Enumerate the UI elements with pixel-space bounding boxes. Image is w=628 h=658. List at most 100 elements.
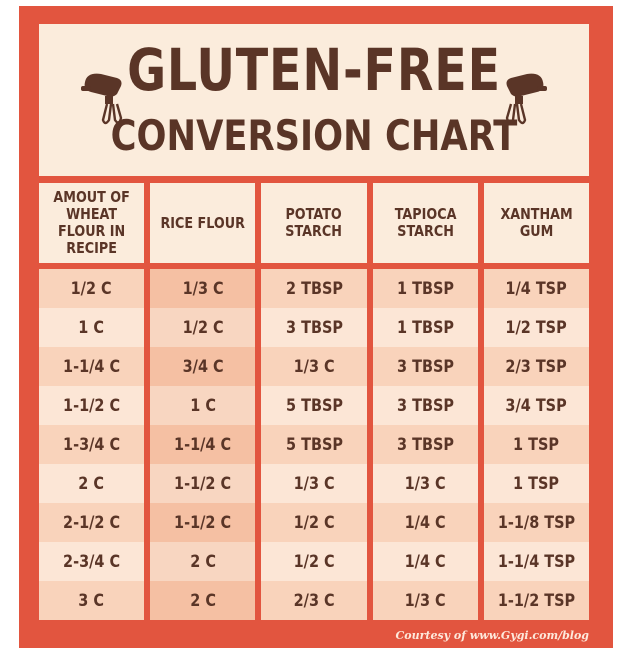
title-panel: GLUTEN-FREE CONVERSION CHART — [39, 24, 589, 176]
table-cell: 3/4 C — [150, 347, 256, 386]
cell-value: 1/3 C — [293, 473, 335, 494]
table-cell: 1/4 C — [372, 542, 478, 581]
table-cell: 1/3 C — [261, 347, 367, 386]
table-cell: 3 TBSP — [372, 347, 478, 386]
cell-value: 1 TBSP — [396, 317, 454, 338]
cell-value: 1-1/8 TSP — [497, 512, 576, 533]
cell-value: 3/4 TSP — [505, 395, 568, 416]
table-cell: 1/2 C — [261, 542, 367, 581]
table-cell: 1/2 TSP — [483, 308, 590, 347]
cell-value: 1-1/2 TSP — [497, 590, 576, 611]
cell-value: 1-1/4 C — [174, 434, 232, 455]
header-label: XANTHAM GUM — [500, 205, 573, 240]
table-cell: 1-1/4 TSP — [483, 542, 590, 581]
table-body: 1/2 C 1 C 1-1/4 C 1-1/2 C 1-3/4 C 2 C 2-1/2 C 2… — [39, 269, 590, 620]
cell-value: 1/2 C — [293, 512, 335, 533]
table-cell: 1 C — [39, 308, 145, 347]
table-cell: 1 TSP — [483, 464, 590, 503]
cell-value: 3 TBSP — [396, 356, 454, 377]
table-cell: 5 TBSP — [261, 425, 367, 464]
header-potato-starch: POTATO STARCH — [261, 183, 367, 263]
cell-value: 1 TSP — [513, 434, 560, 455]
cell-value: 2-3/4 C — [63, 551, 121, 572]
column-potato: 2 TBSP 3 TBSP 1/3 C 5 TBSP 5 TBSP 1/3 C 1/2 C 1… — [261, 269, 367, 620]
column-tapioca: 1 TBSP 1 TBSP 3 TBSP 3 TBSP 3 TBSP 1/3 C 1/4 C… — [372, 269, 478, 620]
page-subtitle: CONVERSION CHART — [110, 111, 518, 160]
hand-mixer-icon — [505, 73, 547, 125]
header-label: RICE FLOUR — [160, 213, 246, 232]
table-cell: 1 C — [150, 386, 256, 425]
table-cell: 1 TSP — [483, 425, 590, 464]
cell-value: 1 TBSP — [396, 278, 454, 299]
cell-value: 1 TSP — [513, 473, 560, 494]
table-cell: 2 C — [39, 464, 145, 503]
header-rice-flour: RICE FLOUR — [150, 183, 256, 263]
table-cell: 1-1/8 TSP — [483, 503, 590, 542]
table-cell: 1 TBSP — [372, 308, 478, 347]
cell-value: 1/2 C — [293, 551, 335, 572]
conversion-table: AMOUT OF WHEAT FLOUR IN RECIPE RICE FLOU… — [39, 183, 590, 620]
cell-value: 1-1/4 TSP — [497, 551, 576, 572]
cell-value: 1/4 C — [404, 512, 446, 533]
header-label: POTATO STARCH — [285, 205, 343, 240]
table-cell: 2/3 C — [261, 581, 367, 620]
cell-value: 1/3 C — [404, 473, 446, 494]
table-cell: 1-1/4 C — [150, 425, 256, 464]
column-xantham: 1/4 TSP 1/2 TSP 2/3 TSP 3/4 TSP 1 TSP 1 TSP 1-… — [483, 269, 590, 620]
table-cell: 1/3 C — [150, 269, 256, 308]
cell-value: 1/2 C — [71, 278, 113, 299]
cell-value: 3 TBSP — [396, 434, 454, 455]
cell-value: 1 C — [189, 395, 216, 416]
cell-value: 1/4 TSP — [505, 278, 568, 299]
cell-value: 1/3 C — [404, 590, 446, 611]
cell-value: 2 C — [189, 551, 216, 572]
cell-value: 2-1/2 C — [63, 512, 121, 533]
cell-value: 1-1/2 C — [174, 473, 232, 494]
cell-value: 1 C — [78, 317, 105, 338]
table-cell: 1/4 C — [372, 503, 478, 542]
table-cell: 1-1/4 C — [39, 347, 145, 386]
cell-value: 3 TBSP — [396, 395, 454, 416]
table-cell: 1 TBSP — [372, 269, 478, 308]
cell-value: 3/4 C — [182, 356, 224, 377]
cell-value: 1-1/2 C — [63, 395, 121, 416]
header-label: TAPIOCA STARCH — [394, 205, 457, 240]
page-title: GLUTEN-FREE — [127, 36, 501, 104]
cell-value: 5 TBSP — [285, 434, 343, 455]
cell-value: 3 C — [78, 590, 105, 611]
header-tapioca-starch: TAPIOCA STARCH — [372, 183, 478, 263]
table-cell: 1-1/2 C — [39, 386, 145, 425]
header-wheat-flour: AMOUT OF WHEAT FLOUR IN RECIPE — [39, 183, 145, 263]
cell-value: 2 TBSP — [285, 278, 343, 299]
header-xantham-gum: XANTHAM GUM — [483, 183, 590, 263]
credit-text: Courtesy of www.Gygi.com/blog — [395, 629, 589, 642]
cell-value: 1-1/2 C — [174, 512, 232, 533]
table-cell: 1/2 C — [150, 308, 256, 347]
table-cell: 2/3 TSP — [483, 347, 590, 386]
table-header-row: AMOUT OF WHEAT FLOUR IN RECIPE RICE FLOU… — [39, 183, 590, 263]
table-cell: 1-1/2 C — [150, 503, 256, 542]
table-cell: 1/3 C — [372, 464, 478, 503]
cell-value: 1/2 TSP — [505, 317, 568, 338]
table-cell: 1-1/2 TSP — [483, 581, 590, 620]
hand-mixer-icon — [81, 73, 123, 125]
table-cell: 2-1/2 C — [39, 503, 145, 542]
cell-value: 5 TBSP — [285, 395, 343, 416]
table-cell: 1-1/2 C — [150, 464, 256, 503]
table-cell: 3 C — [39, 581, 145, 620]
table-cell: 3/4 TSP — [483, 386, 590, 425]
cell-value: 2/3 C — [293, 590, 335, 611]
table-cell: 1/3 C — [372, 581, 478, 620]
table-cell: 2 TBSP — [261, 269, 367, 308]
cell-value: 1-1/4 C — [63, 356, 121, 377]
table-cell: 2 C — [150, 542, 256, 581]
column-wheat: 1/2 C 1 C 1-1/4 C 1-1/2 C 1-3/4 C 2 C 2-1/2 C 2… — [39, 269, 145, 620]
cell-value: 1/3 C — [182, 278, 224, 299]
cell-value: 2/3 TSP — [505, 356, 568, 377]
table-cell: 1/3 C — [261, 464, 367, 503]
cell-value: 1/4 C — [404, 551, 446, 572]
cell-value: 1/3 C — [293, 356, 335, 377]
cell-value: 3 TBSP — [285, 317, 343, 338]
table-cell: 1/4 TSP — [483, 269, 590, 308]
table-cell: 3 TBSP — [372, 425, 478, 464]
